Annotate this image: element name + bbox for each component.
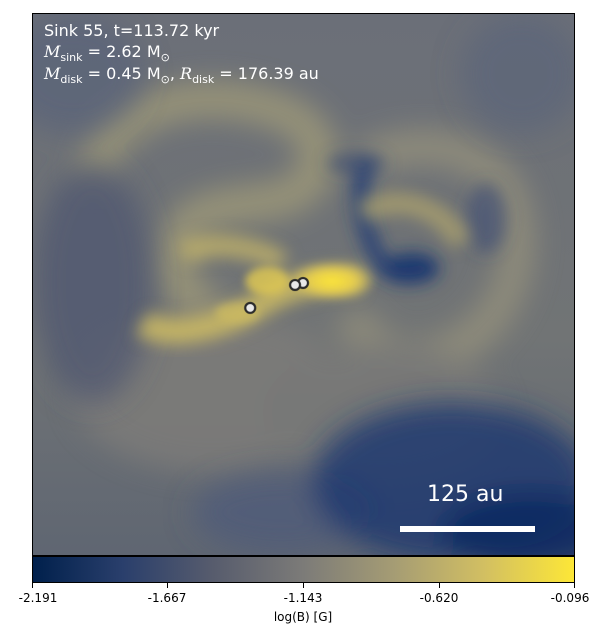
msink-value: = 2.62 M (82, 42, 161, 61)
magnetic-field-image-panel: Sink 55, t=113.72 kyr Msink = 2.62 M⊙ Md… (32, 13, 575, 556)
scale-bar (400, 526, 535, 532)
magnetic-field-map (33, 14, 574, 555)
colorbar-tick-label: -1.667 (147, 591, 187, 605)
sink-markers (244, 276, 310, 314)
mdisk-symbol: M (44, 64, 61, 83)
rdisk-value: = 176.39 au (214, 64, 319, 83)
colorbar-tick (303, 583, 304, 588)
rdisk-sep: , (169, 64, 181, 83)
sink-marker (288, 278, 302, 292)
msink-symbol: M (44, 42, 61, 61)
rdisk-sub: disk (192, 73, 215, 87)
sink-mass-line: Msink = 2.62 M⊙ (44, 41, 170, 68)
colorbar-label: log(B) [G] (273, 610, 333, 624)
colorbar-tick-label: -2.191 (18, 591, 58, 605)
mdisk-value: = 0.45 M (82, 64, 161, 83)
colorbar-tick (574, 583, 575, 588)
colorbar-tick (167, 583, 168, 588)
colorbar-tick-label: -0.096 (550, 591, 590, 605)
scale-bar-label: 125 au (427, 482, 504, 507)
sink-marker (244, 301, 257, 314)
colorbar-tick-label: -1.143 (283, 591, 323, 605)
msink-sub: sink (60, 51, 83, 65)
disk-line: Mdisk = 0.45 M⊙, Rdisk = 176.39 au (44, 63, 319, 90)
colorbar-tick (439, 583, 440, 588)
rdisk-symbol: R (180, 64, 193, 83)
msink-unit-sub: ⊙ (160, 51, 170, 65)
title-line: Sink 55, t=113.72 kyr (44, 21, 220, 40)
mdisk-unit-sub: ⊙ (160, 73, 170, 87)
colorbar-tick (32, 583, 33, 588)
mdisk-sub: disk (60, 73, 83, 87)
colorbar (32, 556, 575, 583)
colorbar-tick-label: -0.620 (419, 591, 459, 605)
